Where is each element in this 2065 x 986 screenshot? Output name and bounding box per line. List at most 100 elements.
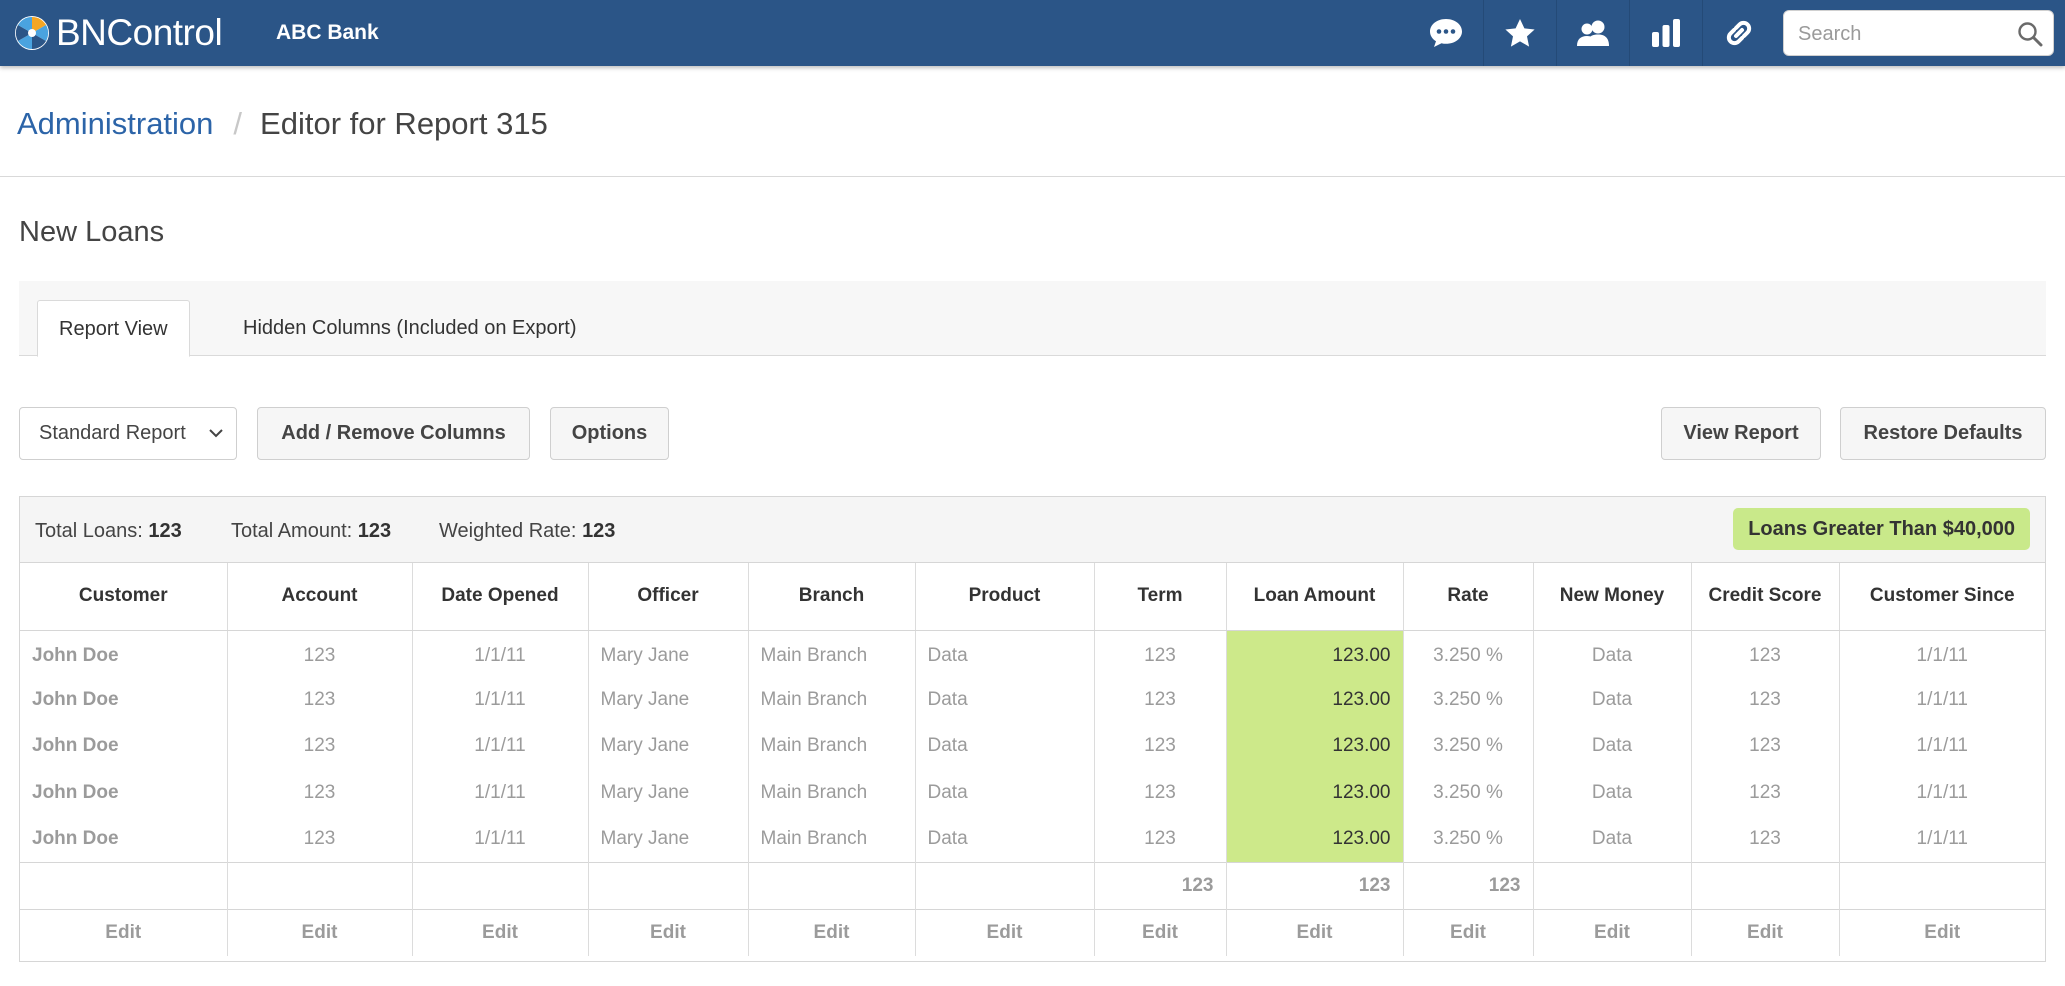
view-report-button[interactable]: View Report (1661, 407, 1821, 460)
customer-link[interactable]: John Doe (32, 828, 119, 850)
tab-report-view[interactable]: Report View (37, 300, 190, 357)
table-row: John Doe 123 1/1/11 Mary Jane Main Branc… (20, 816, 2045, 863)
edit-rate-column-link[interactable]: Edit (1402, 909, 1533, 957)
branch-cell: Main Branch (747, 676, 915, 724)
breadcrumb-separator: / (233, 106, 243, 141)
search-input[interactable] (1796, 19, 2011, 49)
customer-since-cell: 1/1/11 (1838, 723, 2045, 770)
nav-reports-button[interactable] (1629, 0, 1701, 66)
account-link[interactable]: 123 (226, 769, 412, 817)
date-opened-cell: 1/1/11 (411, 723, 588, 770)
page-title: New Loans (19, 216, 165, 248)
search-icon[interactable] (2017, 21, 2043, 47)
breadcrumb-administration-link[interactable]: Administration (17, 106, 214, 141)
loan-amount-cell: 123.00 (1225, 676, 1403, 724)
tab-hidden-columns[interactable]: Hidden Columns (Included on Export) (243, 317, 577, 339)
rate-cell: 3.250 % (1402, 723, 1533, 770)
column-header[interactable]: Branch (747, 563, 915, 631)
table-row: John Doe 123 1/1/11 Mary Jane Main Branc… (20, 676, 2045, 724)
customer-link[interactable]: John Doe (32, 735, 119, 757)
column-header[interactable]: Date Opened (411, 563, 588, 631)
edit-customer-column-link[interactable]: Edit (20, 909, 227, 957)
restore-defaults-button[interactable]: Restore Defaults (1840, 407, 2046, 460)
account-link[interactable]: 123 (226, 723, 412, 770)
total-cell (747, 862, 915, 910)
search-box (1783, 10, 2054, 56)
column-header[interactable]: Customer Since (1838, 563, 2045, 631)
officer-cell: Mary Jane (587, 630, 748, 677)
nav-messages-button[interactable] (1410, 0, 1482, 66)
term-cell: 123 (1093, 816, 1226, 863)
edit-product-column-link[interactable]: Edit (914, 909, 1094, 957)
account-link[interactable]: 123 (226, 816, 412, 863)
branch-cell: Main Branch (747, 630, 915, 677)
column-header[interactable]: Rate (1402, 563, 1533, 631)
breadcrumb: Administration / Editor for Report 315 (17, 104, 548, 144)
column-header[interactable]: Product (914, 563, 1094, 631)
column-header[interactable]: Term (1093, 563, 1226, 631)
nav-links-button[interactable] (1702, 0, 1774, 66)
weighted-rate-label: Weighted Rate: (439, 520, 577, 542)
nav-users-button[interactable] (1556, 0, 1628, 66)
chat-icon (1430, 19, 1462, 47)
term-cell: 123 (1093, 723, 1226, 770)
rate-cell: 3.250 % (1402, 816, 1533, 863)
branch-cell: Main Branch (747, 816, 915, 863)
logo-mark-icon (15, 16, 49, 50)
account-link[interactable]: 123 (226, 676, 412, 724)
logo-text: BNControl (56, 12, 223, 53)
total-loans-value: 123 (148, 520, 182, 542)
edit-term-column-link[interactable]: Edit (1093, 909, 1226, 957)
total-cell (1690, 862, 1839, 910)
product-cell: Data (914, 816, 1094, 863)
edit-branch-column-link[interactable]: Edit (747, 909, 915, 957)
customer-link[interactable]: John Doe (32, 688, 119, 710)
branch-cell: Main Branch (747, 723, 915, 770)
new-money-cell: Data (1532, 630, 1691, 677)
star-icon (1504, 19, 1535, 47)
total-amount-summary: Total Amount: 123 (231, 519, 391, 543)
date-opened-cell: 1/1/11 (411, 816, 588, 863)
term-cell: 123 (1093, 769, 1226, 817)
edit-loan-amount-column-link[interactable]: Edit (1225, 909, 1403, 957)
branch-cell: Main Branch (747, 769, 915, 817)
rate-cell: 3.250 % (1402, 676, 1533, 724)
loan-amount-cell: 123.00 (1225, 816, 1403, 863)
edit-date-opened-column-link[interactable]: Edit (411, 909, 588, 957)
edit-officer-column-link[interactable]: Edit (587, 909, 748, 957)
options-button[interactable]: Options (550, 407, 669, 460)
customer-since-cell: 1/1/11 (1838, 676, 2045, 724)
officer-cell: Mary Jane (587, 723, 748, 770)
column-header[interactable]: New Money (1532, 563, 1691, 631)
total-cell (1532, 862, 1691, 910)
column-header[interactable]: Loan Amount (1225, 563, 1403, 631)
customer-link[interactable]: John Doe (32, 782, 119, 804)
link-icon (1726, 20, 1751, 46)
column-header[interactable]: Customer (20, 563, 227, 631)
report-type-select[interactable]: Standard Report (19, 407, 237, 460)
column-header[interactable]: Officer (587, 563, 748, 631)
total-cell (20, 862, 227, 910)
total-cell (914, 862, 1094, 910)
term-cell: 123 (1093, 676, 1226, 724)
credit-score-cell: 123 (1690, 769, 1839, 817)
add-remove-columns-button[interactable]: Add / Remove Columns (257, 407, 530, 460)
officer-cell: Mary Jane (587, 769, 748, 817)
logo[interactable]: BNControl (14, 11, 223, 55)
total-amount-label: Total Amount: (231, 520, 353, 542)
date-opened-cell: 1/1/11 (411, 630, 588, 677)
breadcrumb-current: Editor for Report 315 (260, 106, 548, 141)
nav-favorites-button[interactable] (1483, 0, 1555, 66)
column-header[interactable]: Account (226, 563, 412, 631)
edit-new-money-column-link[interactable]: Edit (1532, 909, 1691, 957)
account-link[interactable]: 123 (226, 630, 412, 677)
customer-link[interactable]: John Doe (32, 644, 119, 666)
edit-account-column-link[interactable]: Edit (226, 909, 412, 957)
edit-credit-score-column-link[interactable]: Edit (1690, 909, 1839, 957)
new-money-cell: Data (1532, 723, 1691, 770)
product-cell: Data (914, 769, 1094, 817)
rate-cell: 3.250 % (1402, 769, 1533, 817)
edit-customer-since-column-link[interactable]: Edit (1838, 909, 2045, 957)
new-money-cell: Data (1532, 676, 1691, 724)
column-header[interactable]: Credit Score (1690, 563, 1839, 631)
